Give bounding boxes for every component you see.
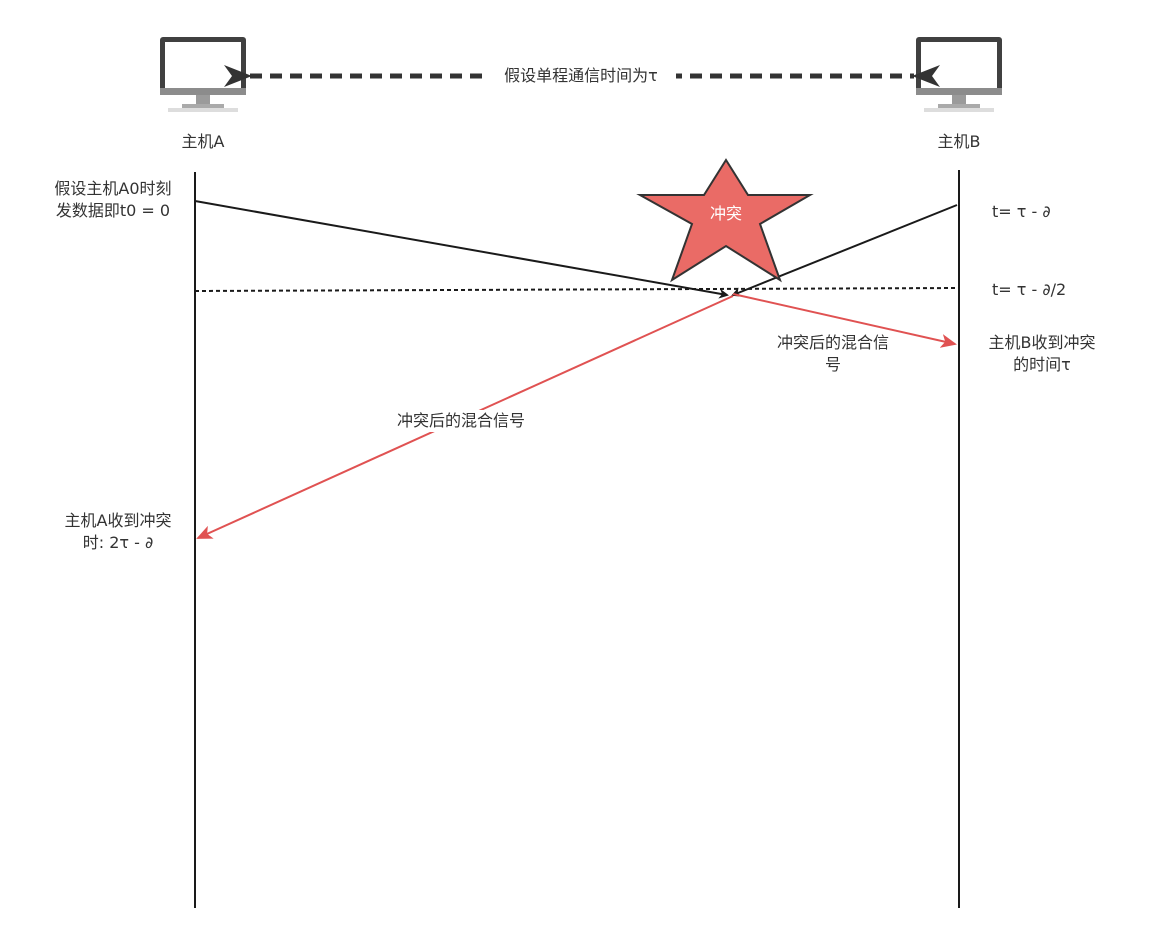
collision-star-icon bbox=[636, 158, 814, 283]
a-receive-label: 主机A收到冲突 时: 2τ - ∂ bbox=[64, 511, 172, 552]
host-b-label: 主机B bbox=[937, 132, 981, 151]
computer-icon bbox=[160, 37, 246, 112]
signal-from-b bbox=[731, 204, 958, 297]
meet-time-label: t= τ - ∂/2 bbox=[992, 280, 1067, 299]
mixed-signal-label-right: 冲突后的混合信 号 bbox=[776, 333, 889, 374]
b-receive-label: 主机B收到冲突 的时间τ bbox=[988, 333, 1096, 374]
signal-from-a bbox=[194, 200, 729, 299]
b-start-time: t= τ - ∂ bbox=[992, 202, 1051, 221]
a-start-note: 假设主机A0时刻 发数据即t0 = 0 bbox=[54, 179, 172, 220]
collision-label: 冲突 bbox=[709, 204, 742, 223]
one-way-delay-label: 假设单程通信时间为τ bbox=[486, 65, 676, 87]
mixed-signal-to-b bbox=[732, 293, 957, 348]
computer-icon bbox=[916, 37, 1002, 112]
host-a-label: 主机A bbox=[181, 132, 225, 151]
meet-time-line bbox=[194, 287, 960, 292]
mixed-signal-label-left: 冲突后的混合信号 bbox=[376, 410, 546, 432]
